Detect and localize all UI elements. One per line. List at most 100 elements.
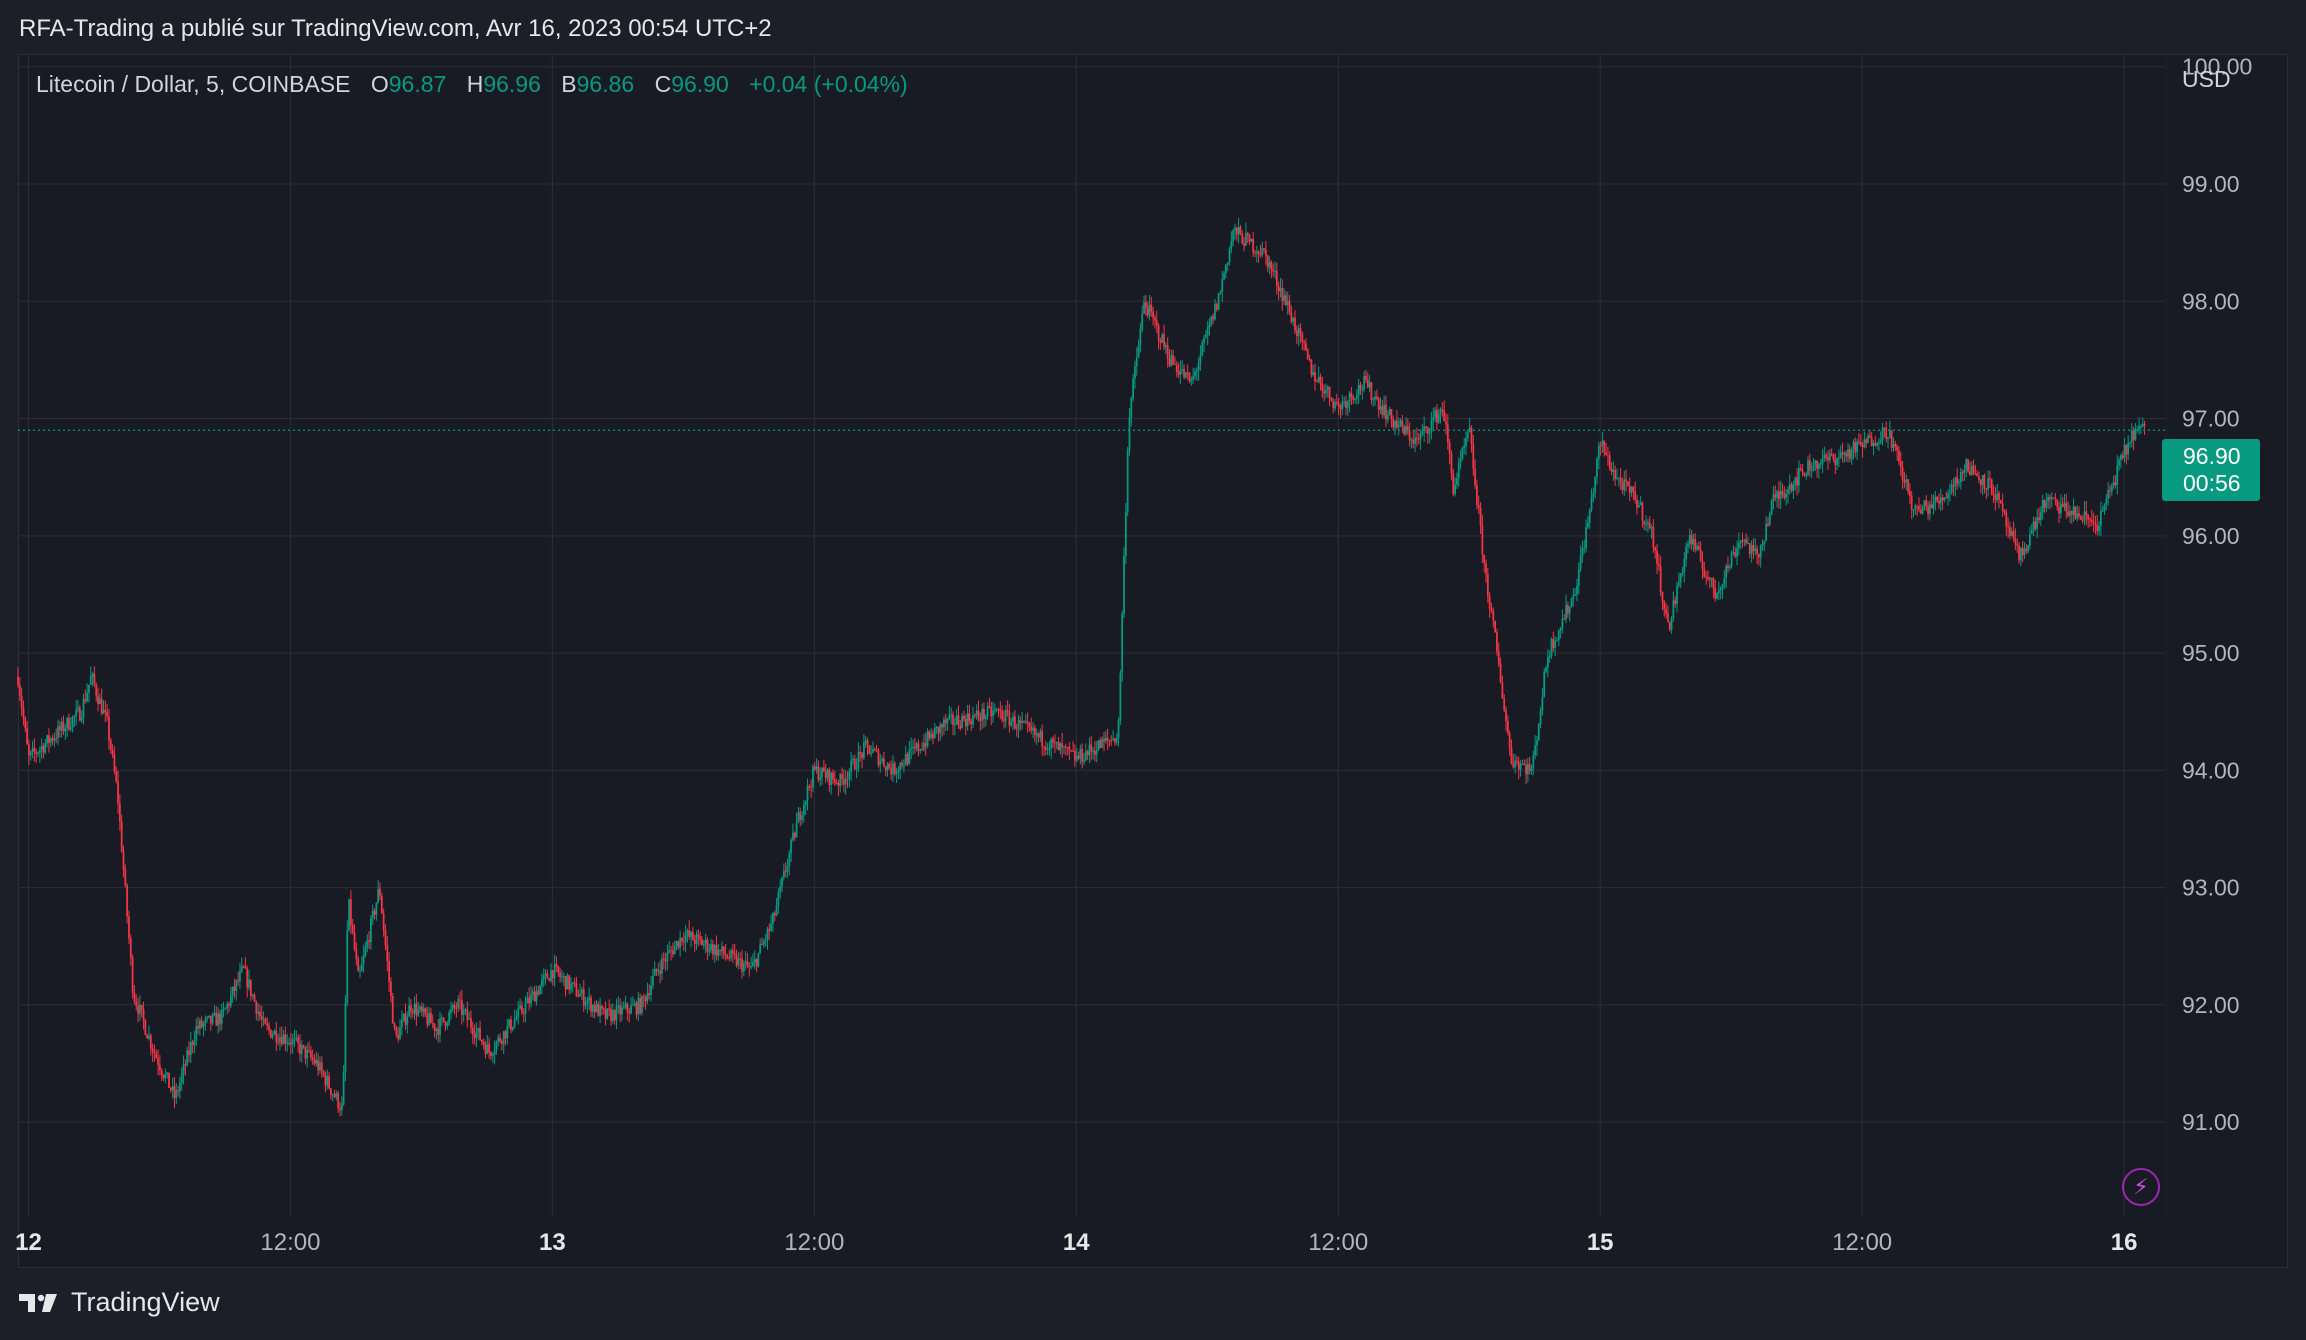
candle-body	[1519, 764, 1522, 770]
symbol-name[interactable]: Litecoin / Dollar, 5, COINBASE	[36, 71, 351, 97]
candle-body	[371, 910, 374, 919]
candle-body	[986, 706, 989, 717]
candle-body	[390, 981, 392, 997]
candle-body	[850, 760, 853, 772]
candle-body	[1375, 396, 1378, 400]
candle-body	[1053, 742, 1056, 744]
time-tick-label: 14	[1063, 1229, 1090, 1256]
candle-body	[2078, 513, 2080, 517]
candle-body	[912, 746, 914, 748]
candle-body	[302, 1045, 305, 1047]
candle-body	[1221, 279, 1224, 292]
candle-body	[35, 752, 38, 754]
candle-body	[772, 913, 774, 924]
candle-body	[1819, 463, 1822, 465]
candle-body	[28, 744, 30, 756]
candle-body	[180, 1074, 183, 1083]
candle-body	[1097, 740, 1100, 750]
candle-body	[251, 995, 254, 997]
candle-body	[1079, 748, 1082, 759]
candle-body	[1541, 696, 1544, 711]
candle-body	[1967, 459, 1969, 472]
candle-body	[2074, 506, 2077, 519]
candle-body	[635, 1003, 638, 1015]
candle-body	[764, 940, 767, 942]
candle-body	[1941, 497, 1944, 501]
candle-body	[651, 975, 654, 986]
candle-body	[357, 959, 360, 972]
candle-body	[1530, 768, 1533, 772]
candle-body	[400, 1019, 403, 1028]
candle-body	[1528, 763, 1531, 772]
candle-body	[1945, 497, 1948, 499]
candle-body	[1543, 671, 1546, 697]
candle-body	[615, 1005, 618, 1021]
candle-body	[1963, 469, 1966, 473]
candle-body	[666, 952, 669, 962]
candle-body	[1730, 553, 1733, 567]
candle-body	[166, 1072, 169, 1075]
candle-body	[1727, 565, 1729, 569]
candle-body	[1215, 304, 1218, 310]
candle-body	[1577, 568, 1580, 586]
candle-body	[1212, 316, 1215, 320]
candle-body	[2143, 423, 2146, 426]
candle-body	[510, 1019, 512, 1030]
candle-body	[1337, 402, 1340, 406]
candle-body	[1492, 610, 1495, 621]
candle-body	[1481, 525, 1484, 555]
bolt-icon[interactable]: ⚡︎	[2122, 1168, 2160, 1206]
candle-body	[1368, 382, 1371, 388]
candle-body	[1310, 359, 1313, 376]
candle-body	[1754, 548, 1757, 552]
candle-body	[273, 1030, 276, 1035]
candle-body	[1008, 712, 1011, 726]
candle-body	[470, 1018, 472, 1028]
candle-body	[1563, 618, 1566, 620]
candle-body	[1921, 507, 1924, 514]
candle-body	[737, 958, 740, 966]
candle-body	[1939, 497, 1942, 504]
candle-body	[2003, 510, 2006, 513]
candle-body	[1032, 727, 1034, 731]
candle-body	[797, 812, 800, 823]
candle-body	[730, 950, 732, 959]
candle-body	[410, 1005, 412, 1012]
candle-body	[1883, 427, 1886, 429]
currency-label[interactable]: USD	[2182, 66, 2231, 92]
candle-body	[1721, 585, 1724, 589]
candle-body	[1277, 285, 1280, 292]
candle-body	[886, 764, 889, 771]
candle-body	[1634, 491, 1637, 500]
candle-body	[955, 715, 958, 725]
candle-body	[1077, 755, 1080, 759]
candle-body	[1757, 553, 1760, 558]
candle-body	[1028, 723, 1031, 727]
candle-body	[1399, 420, 1402, 425]
candle-body	[961, 716, 964, 729]
candle-body	[1848, 449, 1851, 459]
candle-body	[1774, 494, 1777, 498]
candle-body	[752, 962, 754, 967]
candle-body	[2121, 455, 2124, 458]
candle-body	[2098, 525, 2100, 532]
candle-body	[108, 716, 110, 741]
candle-body	[1725, 565, 1728, 579]
candle-body	[542, 975, 545, 980]
candle-body	[1539, 710, 1542, 724]
tradingview-brand[interactable]: TradingView	[19, 1287, 220, 1318]
candle-body	[1013, 716, 1016, 729]
candle-body	[402, 1013, 405, 1020]
candle-body	[57, 726, 59, 739]
candle-body	[249, 979, 252, 996]
candle-body	[213, 1012, 216, 1015]
candle-body	[1352, 396, 1355, 400]
candle-body	[1748, 542, 1751, 555]
candle-body	[64, 728, 67, 732]
chart-pane[interactable]	[18, 54, 2288, 1268]
candle-body	[631, 1004, 634, 1006]
low-value: 96.86	[576, 71, 635, 97]
candle-body	[1143, 302, 1145, 314]
candle-body	[430, 1013, 432, 1024]
